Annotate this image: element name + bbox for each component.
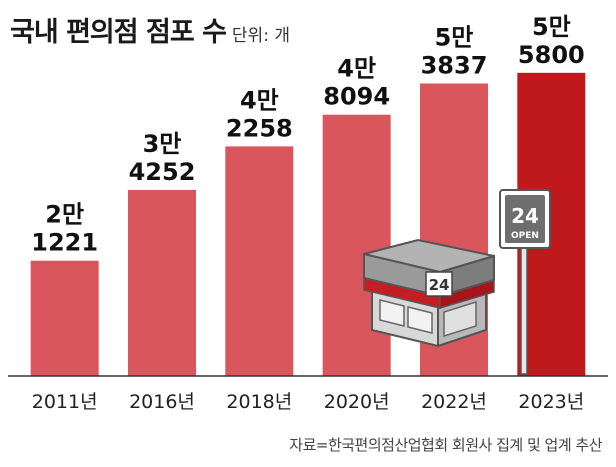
sign-pole [520, 247, 528, 375]
source-note: 자료=한국편의점산업협회 회원사 집계 및 업계 추산 [289, 436, 602, 454]
store-sign-text: 24 [429, 276, 450, 294]
data-label-3-line-2: 2258 [226, 114, 293, 142]
data-label-6-line-1: 5만 [532, 13, 571, 41]
data-label-5-line-1: 5만 [435, 23, 474, 51]
data-label-1-line-1: 2만 [45, 201, 84, 229]
bar-2 [128, 189, 196, 376]
data-label-5-line-2: 3837 [421, 51, 488, 79]
sign-panel [505, 195, 545, 243]
open-sign-illustration: 24 OPEN [499, 189, 551, 375]
x-tick-label-4: 2020년 [324, 391, 390, 413]
title-block: 국내 편의점 점포 수 단위: 개 [10, 10, 290, 49]
bar-1 [30, 260, 99, 376]
data-label-4-line-1: 4만 [337, 55, 376, 83]
store-sign-board [425, 271, 453, 297]
bar-3 [225, 146, 294, 376]
chart-title: 국내 편의점 점포 수 [10, 17, 227, 48]
data-label-2-line-2: 4252 [129, 158, 196, 186]
x-tick-label-2: 2016년 [129, 391, 195, 413]
data-label-1-line-2: 1221 [31, 229, 98, 257]
sign-number: 24 [511, 204, 539, 228]
data-label-6-line-2: 5800 [518, 41, 585, 69]
x-tick-label-3: 2018년 [226, 391, 292, 413]
bar-4 [322, 114, 391, 376]
unit-label: 단위: 개 [231, 26, 290, 46]
x-tick-label-6: 2023년 [518, 391, 584, 413]
x-tick-label-1: 2011년 [32, 391, 98, 413]
data-label-4-line-2: 8094 [323, 83, 390, 111]
x-tick-label-5: 2022년 [421, 391, 487, 413]
data-label-3-line-1: 4만 [240, 86, 279, 114]
sign-open-text: OPEN [511, 231, 539, 241]
x-tick-group: 2011년 2016년 2018년 2020년 2022년 2023년 [32, 391, 585, 413]
store-illustration: 24 [363, 238, 495, 348]
data-label-2-line-1: 3만 [143, 130, 182, 158]
